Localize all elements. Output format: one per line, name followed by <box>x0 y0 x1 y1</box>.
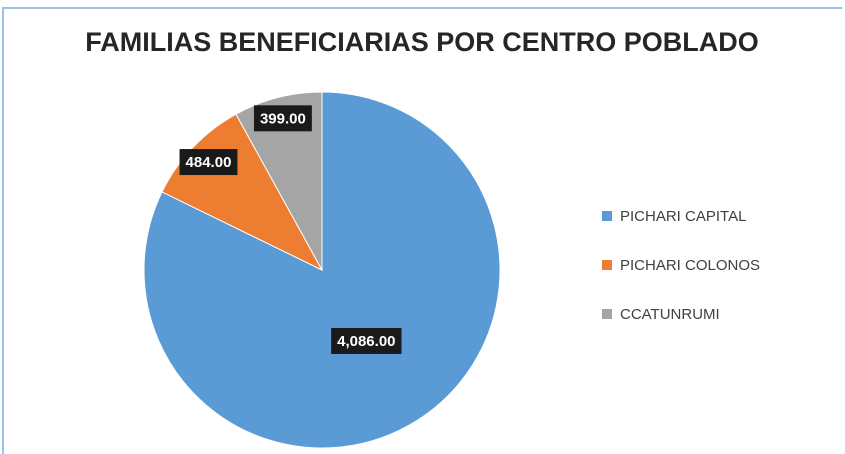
data-label-box <box>179 149 238 176</box>
pie-slice <box>235 91 323 271</box>
data-label: 4,086.00 <box>337 333 395 350</box>
data-label: 399.00 <box>260 110 306 127</box>
legend-swatch <box>602 211 612 221</box>
data-label-box <box>331 327 402 354</box>
legend-label: PICHARI COLONOS <box>620 257 760 274</box>
data-label: 484.00 <box>186 154 232 171</box>
legend-swatch <box>602 309 612 319</box>
data-label-box <box>253 105 312 132</box>
chart-frame <box>2 7 842 454</box>
legend-label: CCATUNRUMI <box>620 306 720 323</box>
legend-swatch <box>602 260 612 270</box>
legend-label: PICHARI CAPITAL <box>620 208 746 225</box>
chart-title: FAMILIAS BENEFICIARIAS POR CENTRO POBLAD… <box>85 27 759 57</box>
